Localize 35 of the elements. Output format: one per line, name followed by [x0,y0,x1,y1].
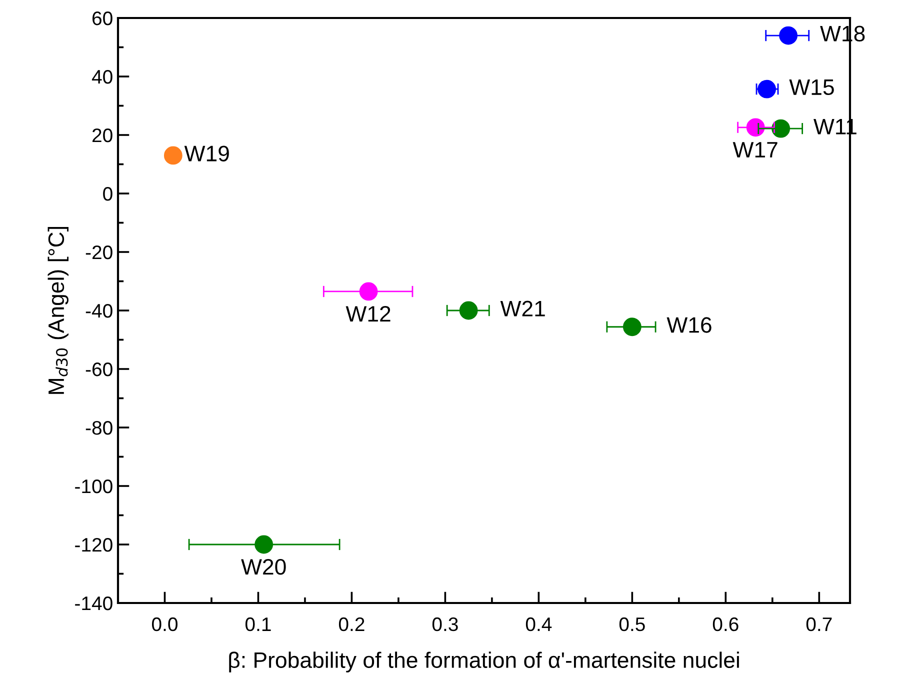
x-tick-label: 0.4 [526,617,552,632]
annotation: W15 [789,80,834,96]
x-tick-label: 0.0 [152,617,178,632]
y-tick-label: 20 [92,128,112,142]
x-tick-label: 0.3 [432,617,458,632]
point [359,282,378,301]
y-tick-label: -140 [75,596,112,610]
y-tick-label: -80 [86,420,112,435]
point [164,146,182,165]
y-tick-label: 60 [92,11,112,26]
x-tick-label: 0.1 [245,617,271,632]
annotation: W16 [666,317,712,333]
y-tick-label: 40 [92,70,112,84]
point [779,26,798,45]
y-tick-label: -40 [86,304,112,318]
x-tick-label: 0.6 [712,617,738,632]
point [622,318,642,336]
annotation: W12 [346,306,390,322]
y-tick-label: -20 [86,245,112,260]
y-tick-label: 0 [103,186,112,201]
y-tick-label: -100 [75,479,112,494]
y-axis-title: M$_{d30}$ (Angel) [°C] [48,227,68,394]
point [459,301,478,320]
annotation: W19 [184,146,229,162]
x-axis-title: β: Probability of the formation of α'-martensite nuclei [229,652,739,672]
y-tick-label: -60 [86,362,112,376]
y-tick-label: -120 [75,538,112,552]
point [758,80,776,98]
annotation: W17 [732,142,778,158]
annotation: W20 [241,558,286,575]
x-tick-label: 0.5 [619,617,645,632]
annotation: W21 [500,300,545,316]
point [254,535,274,554]
x-tick-label: 0.7 [806,617,832,632]
x-tick-label: 0.2 [338,617,364,632]
